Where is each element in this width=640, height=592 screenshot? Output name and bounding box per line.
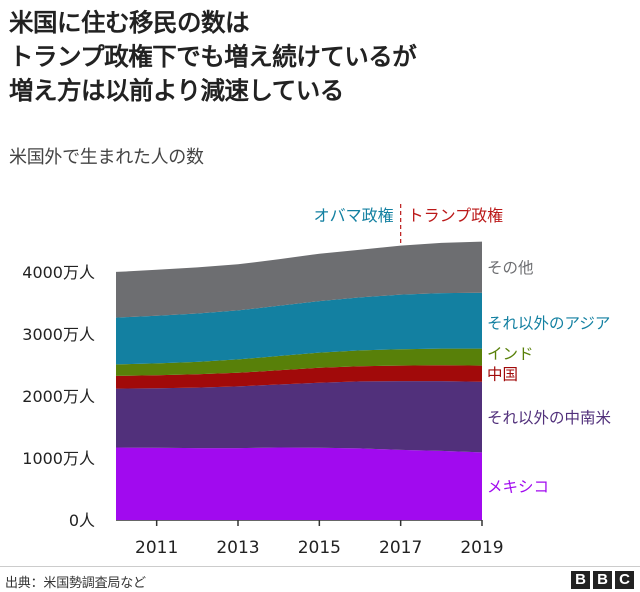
footer-divider (0, 566, 640, 567)
obama-admin-label: オバマ政権 (314, 206, 394, 225)
y-tick-label-4: 4000万人 (22, 263, 95, 282)
title-line-2: トランプ政権下でも増え続けているが (9, 42, 417, 71)
area-series-5 (116, 241, 482, 318)
source-note: 出典：米国勢調査局など (5, 576, 146, 591)
y-tick-label-0: 0人 (69, 511, 95, 530)
series-label-3: インド (487, 345, 534, 363)
x-tick-label-2: 2015 (298, 538, 341, 558)
x-tick-label-3: 2017 (379, 538, 422, 558)
title-line-3: 増え方は以前より減速している (9, 76, 344, 105)
area-series-4 (116, 292, 482, 365)
series-label-2: 中国 (487, 366, 518, 384)
trump-admin-label: トランプ政権 (408, 206, 504, 225)
series-label-5: その他 (487, 259, 534, 277)
chart-subtitle: 米国外で生まれた人の数 (9, 147, 204, 168)
y-tick-label-1: 1000万人 (22, 449, 95, 468)
series-label-1: それ以外の中南米 (487, 409, 611, 427)
x-tick-label-1: 2013 (216, 538, 259, 558)
x-tick-label-4: 2019 (460, 538, 503, 558)
stacked-area-chart: 0人 1000万人 2000万人 3000万人 4000万人 2011 2013 2015 20… (22, 204, 611, 558)
chart-title: 米国に住む移民の数は トランプ政権下でも増え続けているが 増え方は以前より減速し… (9, 6, 629, 108)
area-series-2 (116, 365, 482, 389)
title-line-1: 米国に住む移民の数は (9, 8, 250, 37)
bbc-logo-letter-2: B (593, 571, 612, 589)
area-series-0 (116, 447, 482, 520)
area-series-1 (116, 381, 482, 453)
bbc-logo: B B C (571, 571, 634, 589)
bbc-logo-letter-3: C (615, 571, 634, 589)
series-label-0: メキシコ (487, 478, 549, 496)
bbc-logo-letter-1: B (571, 571, 590, 589)
series-label-4: それ以外のアジア (487, 315, 610, 333)
x-tick-label-0: 2011 (135, 538, 178, 558)
y-tick-label-3: 3000万人 (22, 325, 95, 344)
y-tick-label-2: 2000万人 (22, 387, 95, 406)
area-series-3 (116, 348, 482, 376)
